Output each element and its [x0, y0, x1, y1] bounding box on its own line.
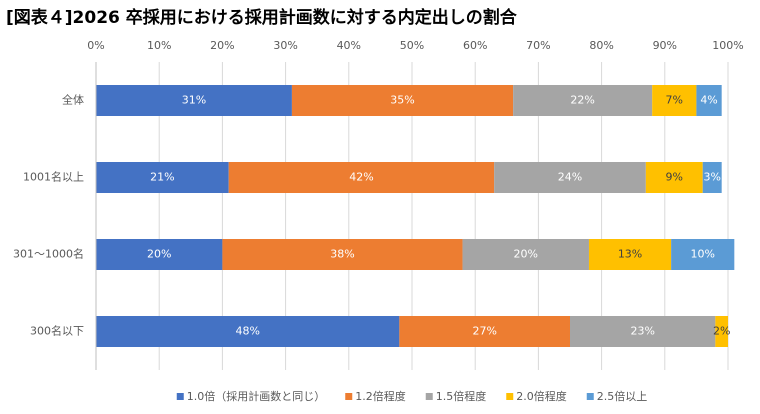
- legend-swatch: [506, 393, 514, 400]
- data-label: 20%: [514, 248, 538, 261]
- bar-segment: [513, 85, 653, 116]
- x-tick-label: 100%: [712, 39, 743, 52]
- y-tick-label: 全体: [62, 93, 84, 107]
- data-label: 20%: [147, 248, 171, 261]
- bar-segment: [494, 162, 646, 193]
- data-label: 2%: [713, 325, 730, 338]
- bar-segment: [645, 162, 703, 193]
- data-label: 27%: [472, 325, 496, 338]
- bar-segment: [696, 85, 722, 116]
- data-label: 9%: [666, 171, 683, 184]
- legend-swatch: [345, 393, 353, 400]
- bar-segment: [222, 239, 463, 270]
- legend-label: 1.5倍程度: [436, 389, 487, 403]
- legend-label: 2.5倍以上: [597, 389, 648, 403]
- chart-title: [図表４]2026 卒採用における採用計画数に対する内定出しの割合: [6, 7, 518, 28]
- data-label: 21%: [150, 171, 174, 184]
- x-tick-label: 80%: [589, 39, 613, 52]
- legend-swatch: [425, 393, 433, 400]
- data-label: 3%: [703, 171, 720, 184]
- x-tick-label: 60%: [463, 39, 487, 52]
- x-tick-label: 70%: [526, 39, 550, 52]
- x-tick-label: 30%: [273, 39, 297, 52]
- legend-swatch: [586, 393, 594, 400]
- legend-swatch: [176, 393, 184, 400]
- bar-segment: [702, 162, 722, 193]
- x-tick-label: 40%: [337, 39, 361, 52]
- x-tick-label: 90%: [653, 39, 677, 52]
- x-tick-label: 0%: [87, 39, 104, 52]
- data-label: 42%: [349, 171, 373, 184]
- bar-segment: [652, 85, 697, 116]
- bar-segment: [588, 239, 672, 270]
- bar-segment: [228, 162, 495, 193]
- y-tick-label: 301～1000名: [13, 247, 84, 261]
- data-label: 7%: [666, 94, 683, 107]
- bar-segment: [715, 316, 728, 347]
- bar-segment: [96, 162, 229, 193]
- data-label: 22%: [570, 94, 594, 107]
- bar-segment: [671, 239, 735, 270]
- data-label: 4%: [700, 94, 717, 107]
- data-label: 48%: [235, 325, 259, 338]
- y-tick-label: 1001名以上: [23, 170, 84, 184]
- data-label: 10%: [690, 248, 714, 261]
- data-label: 13%: [618, 248, 642, 261]
- legend-label: 1.2倍程度: [355, 389, 406, 403]
- bar-segment: [96, 316, 400, 347]
- bar-segment: [399, 316, 570, 347]
- y-tick-label: 300名以下: [30, 324, 84, 338]
- bar-segment: [96, 239, 223, 270]
- bar-segment: [291, 85, 514, 116]
- x-tick-label: 10%: [147, 39, 171, 52]
- data-label: 38%: [330, 248, 354, 261]
- bar-segment: [96, 85, 292, 116]
- bar-segment: [570, 316, 716, 347]
- bar-segment: [462, 239, 589, 270]
- legend-label: 1.0倍（採用計画数と同じ）: [187, 389, 326, 403]
- data-label: 35%: [390, 94, 414, 107]
- data-label: 31%: [182, 94, 206, 107]
- x-tick-label: 20%: [210, 39, 234, 52]
- data-label: 23%: [630, 325, 654, 338]
- data-label: 24%: [558, 171, 582, 184]
- legend-label: 2.0倍程度: [516, 389, 567, 403]
- x-tick-label: 50%: [400, 39, 424, 52]
